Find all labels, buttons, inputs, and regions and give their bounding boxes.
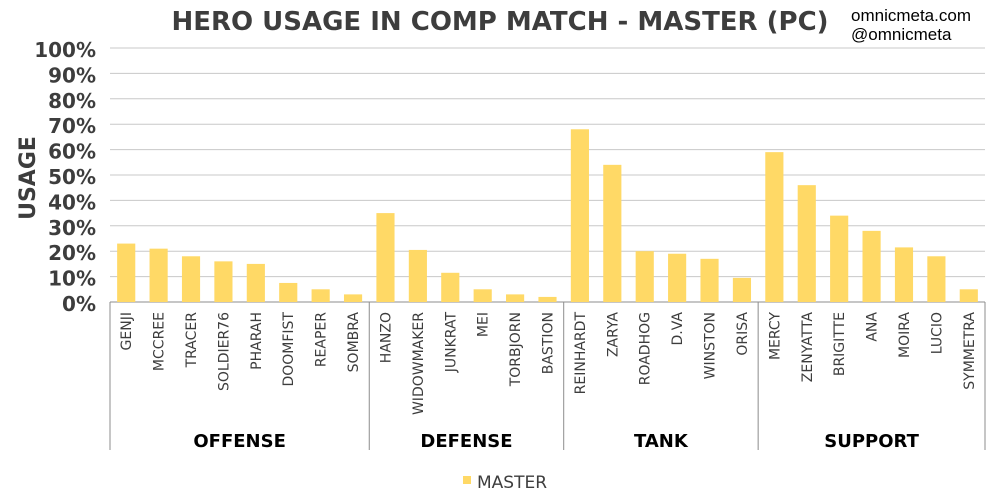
y-tick-label: 50%	[48, 165, 96, 189]
y-tick-label: 30%	[48, 216, 96, 240]
bar-lucio	[927, 256, 946, 302]
category-label: DOOMFIST	[281, 312, 297, 387]
bar-widowmaker	[408, 249, 427, 302]
bars	[117, 129, 978, 302]
y-tick-label: 100%	[34, 38, 96, 62]
bar-symmetra	[959, 289, 978, 302]
bar-moira	[894, 247, 914, 302]
category-label: WINSTON	[703, 312, 719, 379]
category-label: ANA	[865, 312, 881, 342]
bar-ana	[862, 230, 881, 302]
bar-mccree	[149, 248, 168, 302]
y-tick-label: 60%	[48, 140, 96, 164]
category-labels: GENJI MCCREE TRACER SOLDIER76 PHARAH DOOMFIST…	[119, 312, 978, 415]
category-label: ORISA	[735, 312, 751, 356]
legend-label-master: MASTER	[477, 473, 547, 493]
bar-junkrat	[441, 272, 460, 302]
category-label: SOLDIER76	[216, 312, 232, 391]
bar-orisa	[732, 277, 752, 302]
y-tick-label: 0%	[62, 292, 96, 316]
legend-swatch-master	[463, 476, 471, 484]
bar-hanzo	[376, 213, 395, 302]
group-label: OFFENSE	[193, 431, 286, 452]
category-label: BRIGITTE	[832, 312, 848, 376]
credit-site: omnicmeta.com	[851, 6, 971, 25]
y-tick-label: 40%	[48, 190, 96, 214]
category-label: ZARYA	[605, 312, 621, 357]
category-label: JUNKRAT	[443, 312, 459, 374]
y-tick-label: 80%	[48, 89, 96, 113]
bar-roadhog	[635, 251, 654, 302]
category-label: GENJI	[119, 312, 135, 350]
bar-zenyatta	[797, 185, 816, 302]
bar-mei	[473, 289, 492, 302]
y-tick-label: 20%	[48, 241, 96, 265]
category-label: TRACER	[184, 312, 200, 369]
bar-reinhardt	[570, 129, 589, 302]
category-label: HANZO	[378, 312, 394, 363]
category-label: D.VA	[670, 312, 686, 346]
category-label: ROADHOG	[638, 312, 654, 385]
legend: MASTER	[463, 473, 547, 493]
bar-genji	[117, 243, 136, 302]
bar-pharah	[246, 263, 265, 302]
bar-dva	[668, 253, 687, 302]
category-label: LUCIO	[929, 312, 945, 354]
group-labels: OFFENSE DEFENSE TANK SUPPORT	[109, 302, 986, 452]
y-tick-label: 70%	[48, 114, 96, 138]
category-label: REINHARDT	[573, 312, 589, 395]
bar-doomfist	[279, 282, 298, 302]
credit-handle: @omnicmeta	[851, 25, 952, 44]
category-label: MEI	[476, 312, 492, 337]
group-label: TANK	[634, 431, 689, 452]
bar-winston	[700, 258, 719, 302]
bar-tracer	[181, 256, 201, 302]
y-tick-labels: 0%10%20%30%40%50%60%70%80%90%100%	[34, 38, 96, 316]
bar-torbjorn	[506, 294, 525, 302]
category-label: SOMBRA	[346, 312, 362, 373]
bar-zarya	[603, 164, 622, 302]
group-label: SUPPORT	[824, 431, 919, 452]
bar-bastion	[538, 296, 557, 302]
bar-mercy	[765, 152, 784, 302]
gridlines	[110, 47, 985, 303]
chart-title: HERO USAGE IN COMP MATCH - MASTER (PC)	[171, 7, 828, 37]
y-axis-label: USAGE	[16, 136, 41, 220]
y-tick-label: 90%	[48, 63, 96, 87]
category-label: BASTION	[541, 312, 557, 374]
bar-sombra	[343, 294, 363, 302]
bar-soldier76	[214, 261, 233, 302]
category-label: MERCY	[767, 312, 783, 360]
category-label: PHARAH	[249, 312, 265, 370]
bar-reaper	[311, 289, 330, 302]
y-tick-label: 10%	[48, 267, 96, 291]
bar-brigitte	[830, 215, 849, 302]
category-label: MCCREE	[152, 312, 168, 371]
category-label: TORBJORN	[508, 312, 524, 387]
group-label: DEFENSE	[420, 431, 512, 452]
category-label: WIDOWMAKER	[411, 312, 427, 415]
category-label: SYMMETRA	[962, 312, 978, 390]
category-label: REAPER	[314, 312, 330, 367]
category-label: MOIRA	[897, 312, 913, 358]
category-label: ZENYATTA	[800, 312, 816, 383]
